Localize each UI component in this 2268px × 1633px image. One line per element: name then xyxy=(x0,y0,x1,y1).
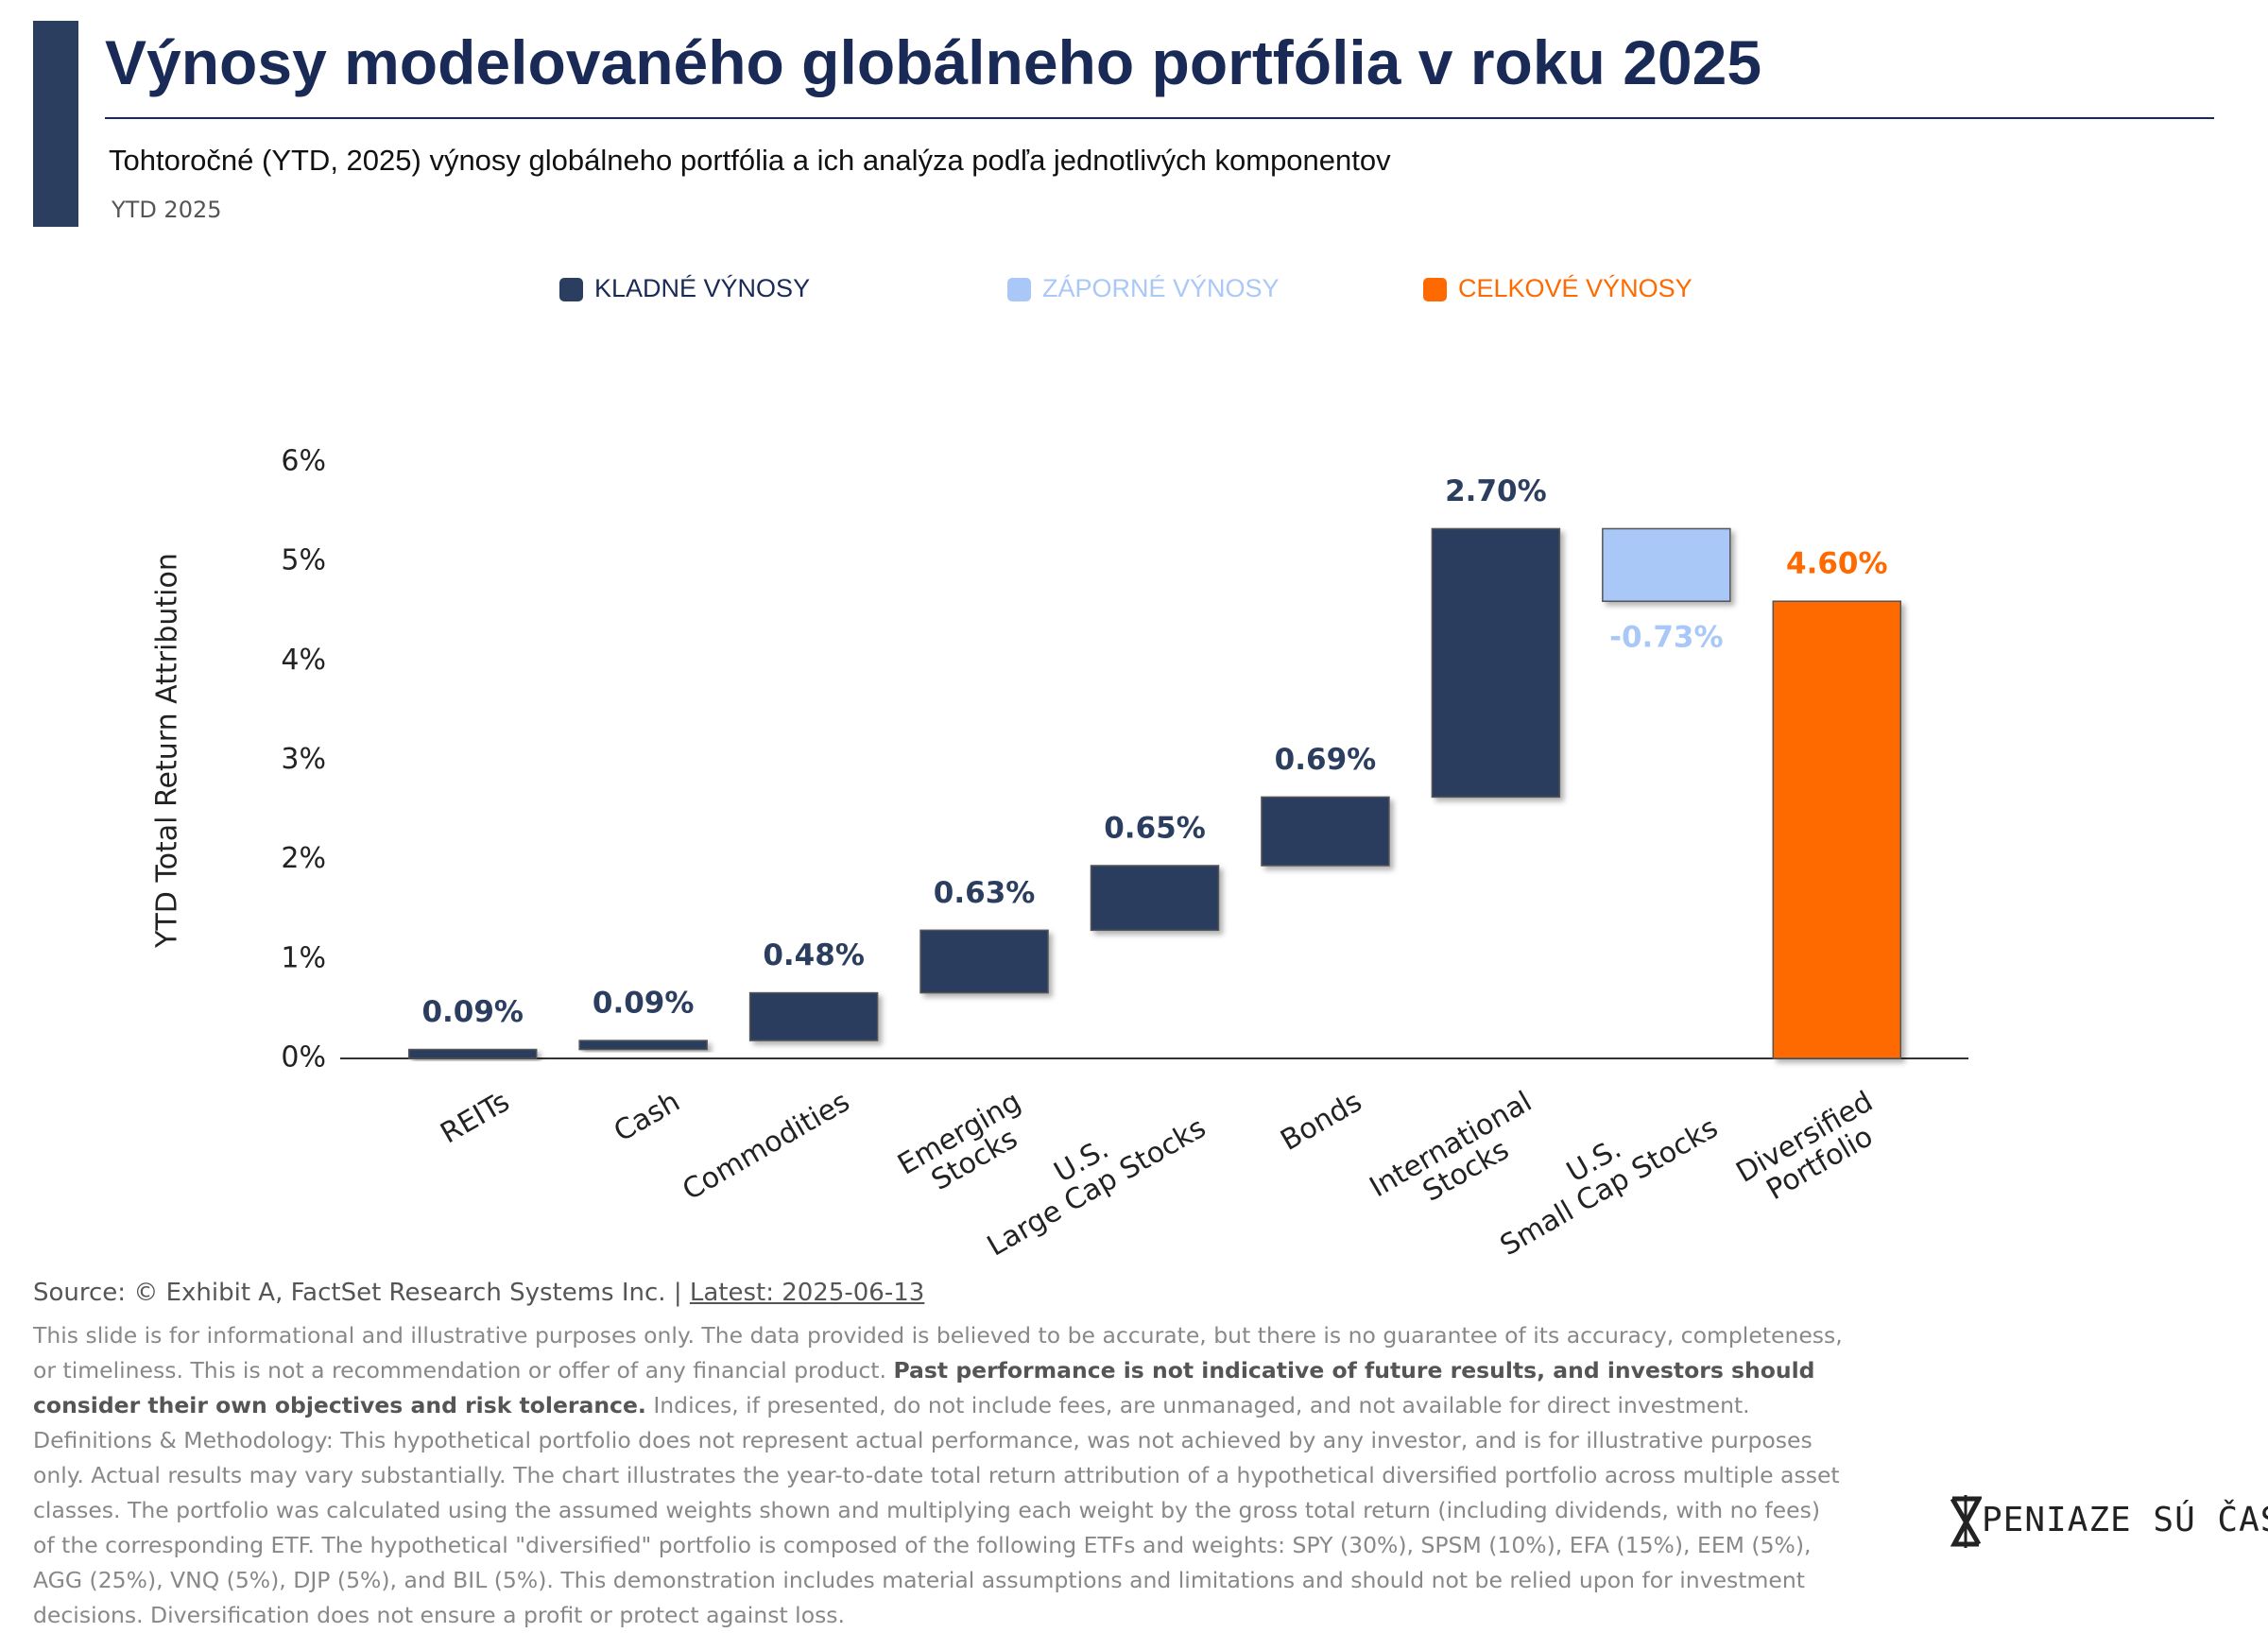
logo: PENIAZE SÚ ČAS xyxy=(1950,1495,2268,1548)
chart: KLADNÉ VÝNOSY ZÁPORNÉ VÝNOSY CELKOVÉ VÝNOS… xyxy=(33,21,2214,1074)
disclaimer-text: Indices, if presented, do not include fe… xyxy=(33,1392,1840,1628)
y-tick-label: 5% xyxy=(281,544,326,577)
source: Source: © Exhibit A, FactSet Research Sy… xyxy=(33,1279,924,1307)
value-label: 2.70% xyxy=(1445,474,1547,508)
value-label: 0.63% xyxy=(934,876,1036,910)
bar xyxy=(578,1040,708,1051)
y-tick-label: 4% xyxy=(281,644,326,677)
period: YTD 2025 xyxy=(112,197,222,223)
source-text: Source: © Exhibit A, FactSet Research Sy… xyxy=(33,1279,690,1307)
chart-title: Výnosy modelovaného globálneho portfólia… xyxy=(105,27,1762,97)
logo-icon xyxy=(1950,1495,1984,1548)
y-axis-title: YTD Total Return Attribution xyxy=(151,553,184,949)
legend-swatch xyxy=(559,278,583,301)
bar xyxy=(1602,527,1731,602)
accent-bar xyxy=(33,21,78,227)
bar xyxy=(748,991,879,1041)
value-label: 0.65% xyxy=(1104,811,1206,845)
bar xyxy=(1261,796,1390,867)
value-label: -0.73% xyxy=(1609,621,1723,655)
latest-date: Latest: 2025-06-13 xyxy=(689,1279,925,1307)
bar xyxy=(1772,600,1902,1059)
bar xyxy=(1431,527,1561,799)
y-tick-label: 0% xyxy=(281,1041,326,1074)
bar xyxy=(1090,865,1220,932)
disclaimer: This slide is for informational and illu… xyxy=(33,1318,1847,1633)
bar xyxy=(919,929,1049,994)
logo-text: PENIAZE SÚ ČAS xyxy=(1982,1501,2268,1539)
legend-label: CELKOVÉ VÝNOSY xyxy=(1458,274,1692,302)
legend-swatch xyxy=(1423,278,1447,301)
value-label: 0.69% xyxy=(1275,743,1377,777)
bar xyxy=(407,1048,538,1059)
disclaimer-text: This slide is for informational and illu… xyxy=(33,1322,1843,1384)
chart-subtitle: Tohtoročné (YTD, 2025) výnosy globálneho… xyxy=(109,144,1391,177)
y-tick-label: 2% xyxy=(281,842,326,875)
legend-label: ZÁPORNÉ VÝNOSY xyxy=(1042,274,1280,302)
y-tick-label: 1% xyxy=(281,941,326,974)
value-label: 4.60% xyxy=(1786,547,1888,581)
value-label: 0.48% xyxy=(763,938,865,972)
disclaimer-bold: Past performance is not indicative of fu… xyxy=(33,1357,1815,1418)
y-tick-label: 3% xyxy=(281,743,326,776)
value-label: 0.09% xyxy=(421,995,524,1029)
value-label: 0.09% xyxy=(593,987,695,1021)
legend-swatch xyxy=(1007,278,1031,301)
legend-label: KLADNÉ VÝNOSY xyxy=(594,274,810,302)
y-tick-label: 6% xyxy=(281,445,326,478)
